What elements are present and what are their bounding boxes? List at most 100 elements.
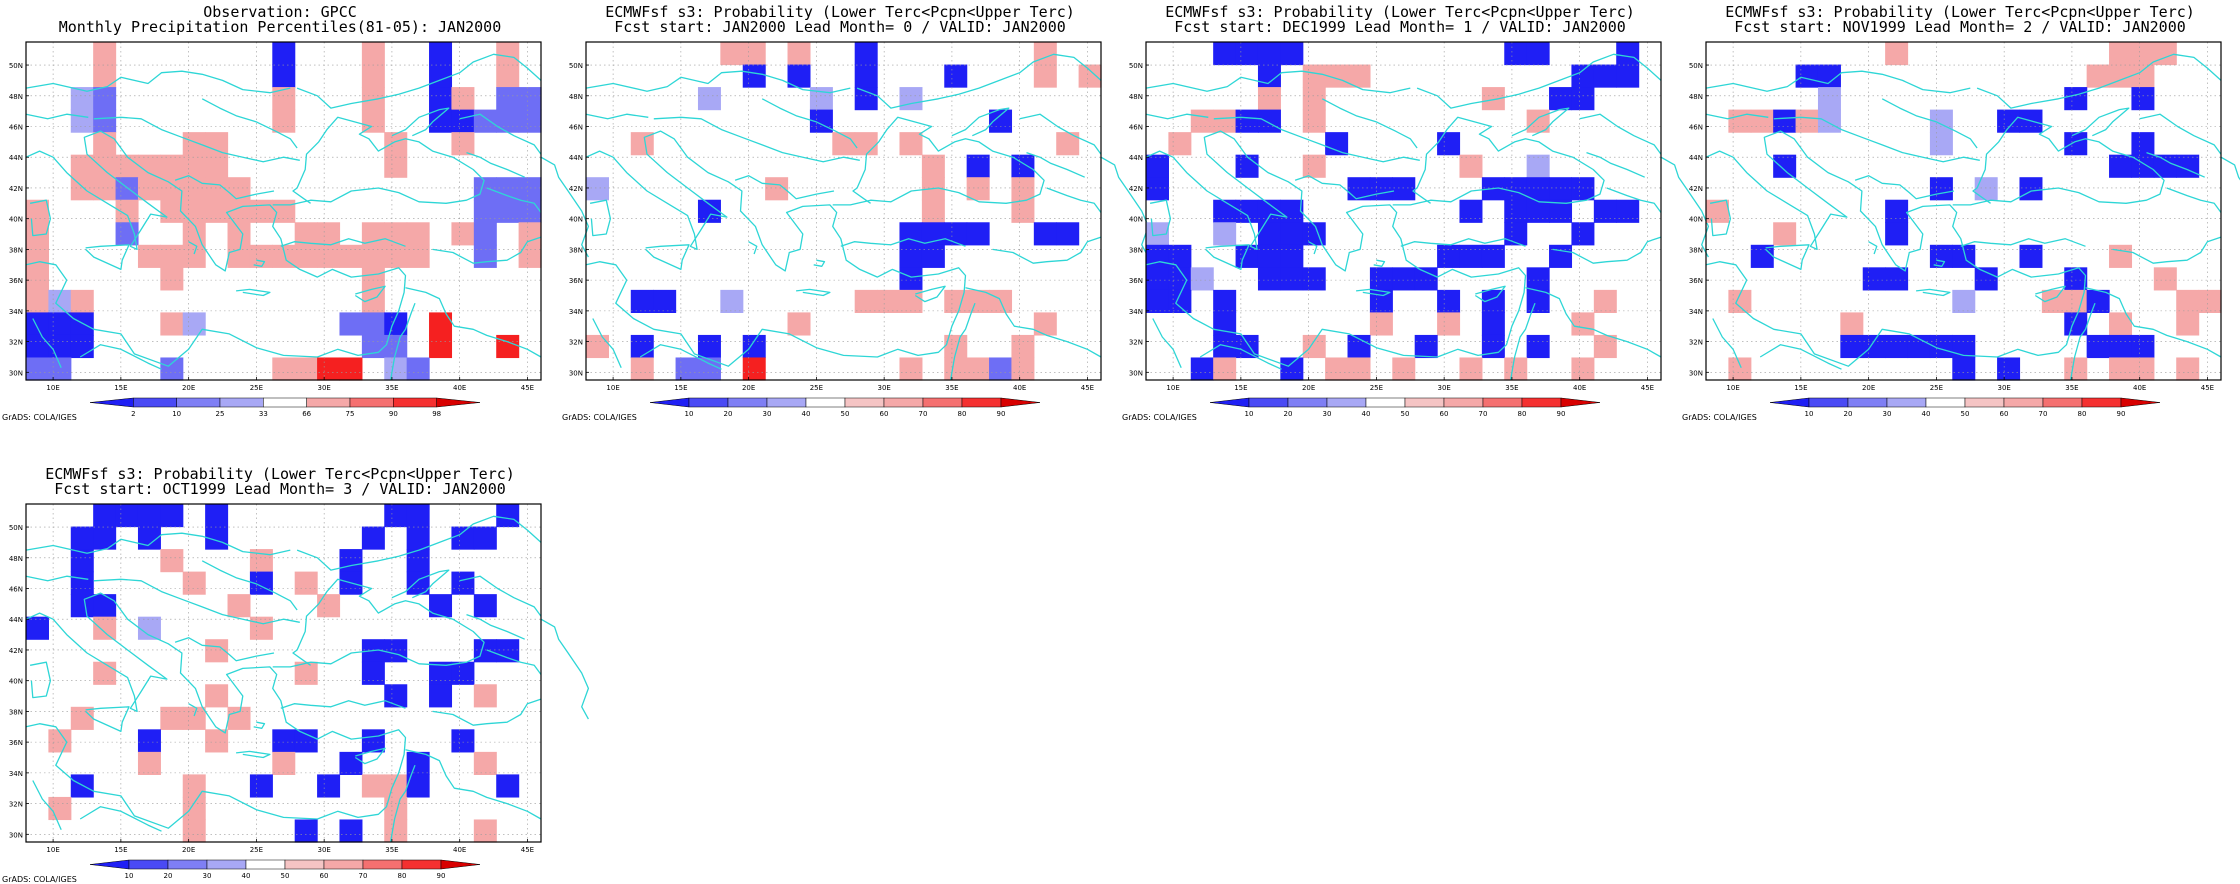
colorbar-segment: [1404, 397, 1445, 408]
lon-tick-label: 40E: [453, 384, 466, 392]
grid-cell: [1504, 222, 1528, 246]
grid-cell: [1526, 177, 1550, 201]
coastline: [188, 241, 198, 255]
grid-cell: [586, 177, 609, 201]
map-plot: 30N 32N 34N 36N 38N 40N 42N 44N 46N 48N 50N 10E 15E 2…: [569, 41, 1150, 418]
colorbar-segment: [1482, 397, 1523, 408]
grid-cell: [160, 706, 184, 730]
grid-cell: [160, 312, 184, 336]
coastline: [201, 98, 298, 149]
grid-cell: [473, 199, 497, 223]
grid-cell: [1885, 334, 1909, 359]
lat-tick-label: 48N: [9, 555, 23, 563]
colorbar-label: 50: [1961, 410, 1970, 418]
grid-cell: [1616, 42, 1640, 66]
grid-cell: [989, 357, 1013, 381]
grid-cell: [1437, 132, 1461, 156]
grid-cell: [26, 267, 49, 291]
map-frame: [585, 41, 1102, 381]
lat-tick-label: 38N: [9, 246, 23, 254]
coastline: [1509, 302, 1536, 381]
coastline: [188, 703, 198, 717]
lat-tick-label: 44N: [1129, 154, 1143, 162]
grid-cell: [1392, 267, 1416, 291]
colorbar-segment: [766, 397, 807, 408]
grid-cell: [2109, 154, 2133, 178]
grid-cell: [2064, 132, 2088, 156]
grid-cell: [70, 177, 94, 201]
grads-credit: GrADS: COLA/IGES: [1682, 413, 1757, 422]
grid-cell: [1257, 109, 1281, 133]
grid-cell: [1481, 244, 1505, 268]
grid-cell: [1302, 64, 1326, 88]
grid-cell: [182, 244, 206, 268]
lat-tick-label: 30N: [9, 831, 23, 839]
lat-tick-label: 36N: [9, 739, 23, 747]
coastline: [93, 578, 300, 625]
grid-cell: [1369, 312, 1393, 336]
lat-tick-label: 38N: [569, 246, 583, 254]
lat-tick-label: 34N: [9, 308, 23, 316]
grid-cell: [1504, 199, 1528, 223]
grid-cell: [317, 222, 341, 246]
lat-tick-label: 32N: [569, 339, 583, 347]
grid-cell: [294, 661, 318, 685]
grid-cell: [1213, 42, 1237, 66]
grid-cell: [2153, 154, 2177, 178]
grid-cell: [339, 819, 363, 843]
colorbar-label: 70: [1479, 410, 1488, 418]
coastline: [432, 236, 542, 264]
colorbar-segment: [263, 397, 307, 408]
grid-cell: [2109, 64, 2133, 88]
grid-cell: [361, 109, 385, 133]
colorbar-label: 98: [432, 410, 441, 418]
colorbar-label: 10: [172, 410, 181, 418]
lon-tick-label: 40E: [1573, 384, 1586, 392]
grid-cell: [1414, 334, 1438, 359]
lon-tick-label: 10E: [46, 384, 59, 392]
grid-cell: [1571, 87, 1595, 111]
colorbar-label: 66: [302, 410, 311, 418]
grid-cell: [93, 594, 117, 618]
coastline: [1705, 70, 1971, 94]
grid-cell: [899, 132, 923, 156]
grid-cell: [48, 357, 72, 381]
grid-cell: [697, 87, 721, 111]
grid-cell: [1549, 199, 1573, 223]
grid-cell: [2086, 64, 2110, 88]
lon-tick-label: 15E: [1794, 384, 1807, 392]
grid-cell: [1235, 199, 1259, 223]
grid-cell: [787, 42, 811, 66]
coastline: [1552, 236, 1662, 264]
grid-cell: [70, 109, 94, 133]
lat-tick-label: 34N: [1689, 308, 1703, 316]
grid-cell: [518, 177, 542, 201]
colorbar-segment: [1886, 397, 1927, 408]
grid-cell: [1549, 87, 1573, 111]
grid-cell: [496, 504, 520, 528]
grid-cell: [115, 199, 139, 223]
grid-cell: [473, 109, 497, 133]
grid-cell: [1235, 42, 1259, 66]
coastline: [639, 344, 722, 370]
coastline: [1660, 156, 1710, 258]
lat-tick-label: 48N: [1129, 93, 1143, 101]
grid-cell: [1213, 334, 1237, 359]
grid-cell: [1078, 64, 1102, 88]
grid-cell: [361, 774, 385, 798]
lat-tick-label: 44N: [9, 154, 23, 162]
coastlines: [25, 53, 590, 381]
coastline: [2071, 107, 2130, 137]
grid-cell: [496, 199, 520, 223]
coastline: [1149, 199, 1172, 237]
coastline: [1400, 238, 1526, 247]
colorbar-segment: [167, 859, 208, 870]
panel-title: ECMWFsf s3: Probability (Lower Terc<Pcpn…: [1165, 3, 1635, 21]
coastline: [459, 113, 542, 155]
lat-tick-label: 36N: [1689, 277, 1703, 285]
grid-cell: [384, 244, 408, 268]
coastlines: [1145, 53, 1710, 381]
colorbar-segment: [1847, 397, 1888, 408]
panel-title: ECMWFsf s3: Probability (Lower Terc<Pcpn…: [45, 465, 515, 483]
lon-tick-label: 45E: [1081, 384, 1094, 392]
